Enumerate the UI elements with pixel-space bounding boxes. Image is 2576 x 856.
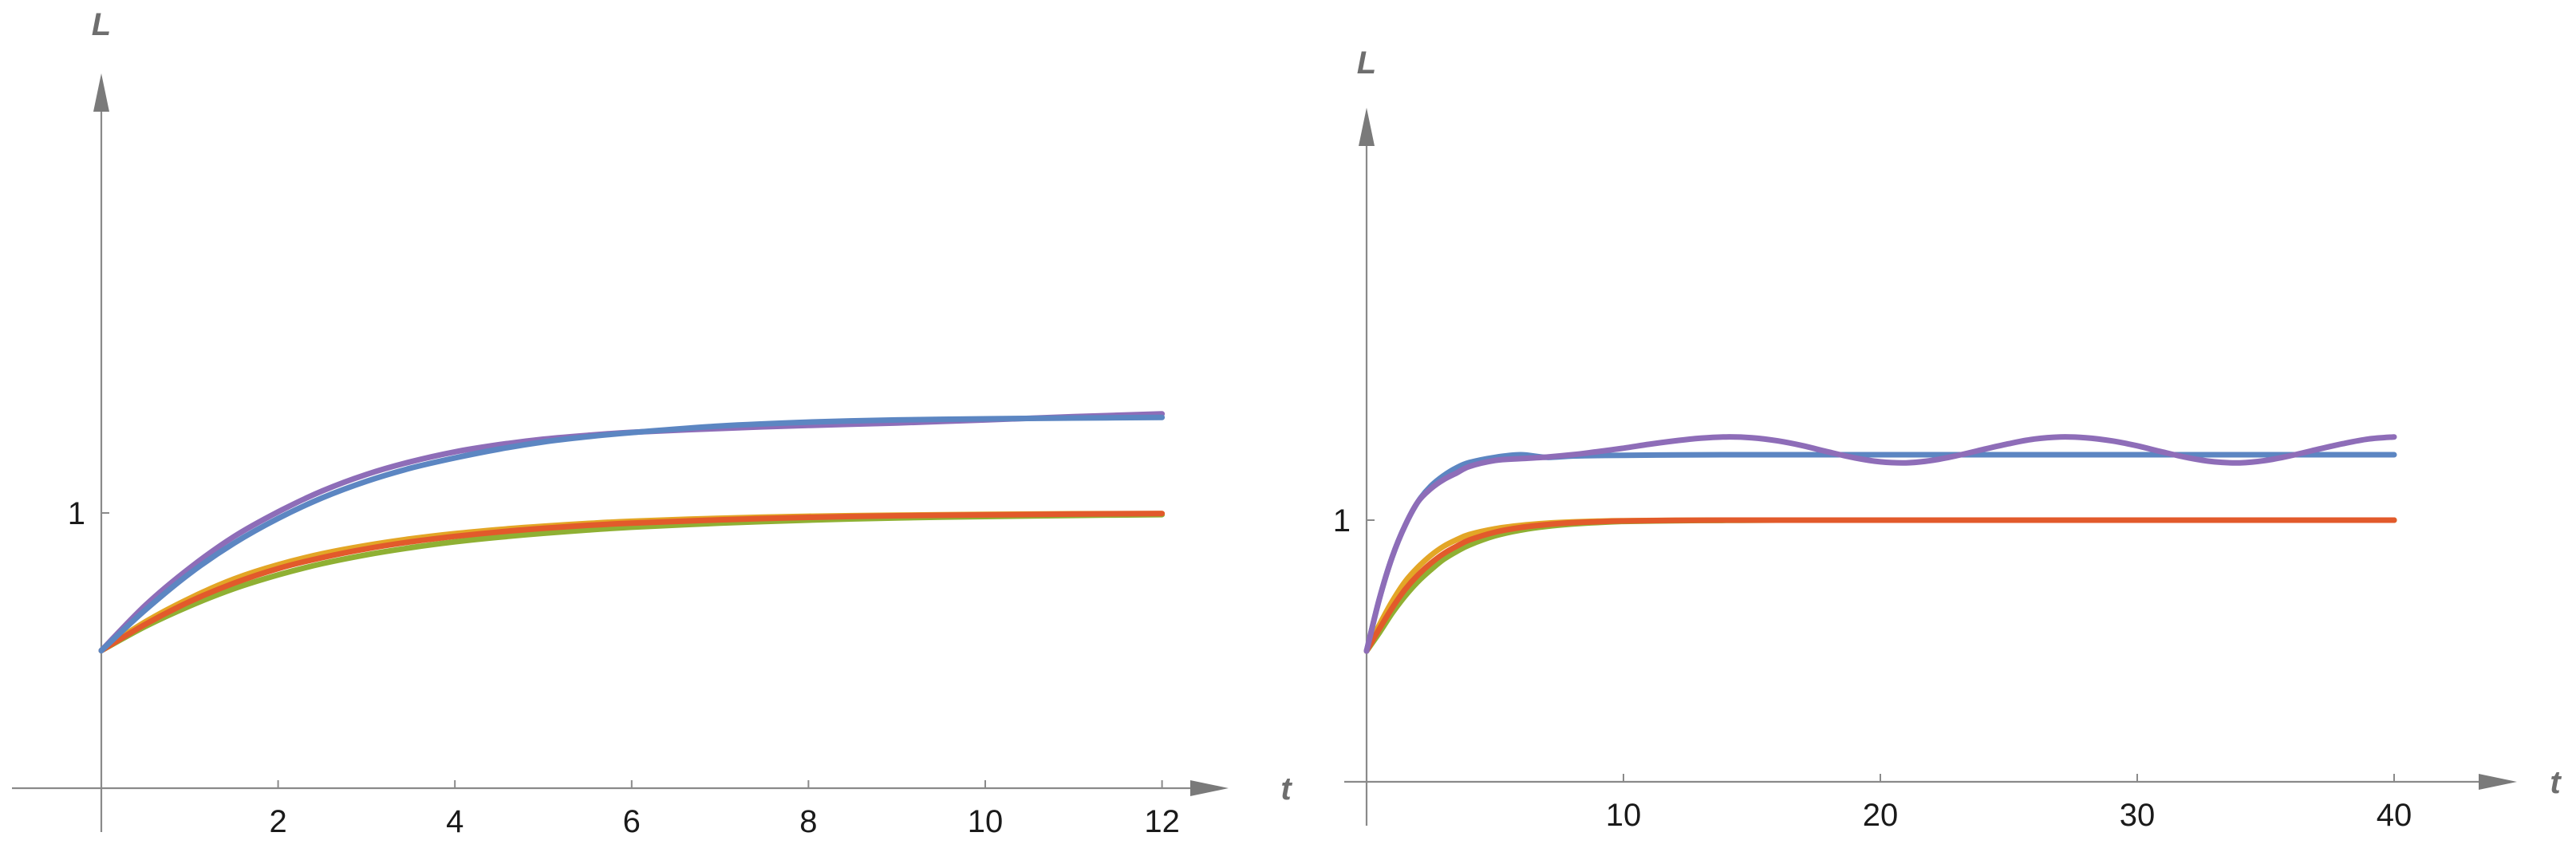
x-tick-label: 20 [1863, 798, 1899, 833]
series-line-5 [98, 414, 1166, 653]
series-line-3 [1363, 517, 2397, 654]
y-axis-arrow-icon [1359, 108, 1375, 146]
series-line-3 [98, 511, 1166, 653]
x-tick-label: 10 [1606, 798, 1642, 833]
y-axis-arrow-icon [93, 73, 109, 112]
x-tick-label: 2 [269, 804, 286, 839]
x-tick-label: 40 [2377, 798, 2412, 833]
x-tick-label: 4 [446, 804, 464, 839]
series-line-2 [1363, 517, 2397, 654]
y-tick-label: 1 [68, 496, 85, 531]
x-axis-title: t [1280, 771, 1292, 807]
series-line-5 [1363, 434, 2397, 654]
x-axis-arrow-icon [2479, 774, 2517, 790]
x-tick-label: 8 [799, 804, 817, 839]
x-tick-label: 12 [1144, 804, 1180, 839]
x-tick-label: 30 [2120, 798, 2156, 833]
series-line-2 [98, 511, 1166, 653]
y-tick-label: 1 [1333, 503, 1351, 538]
series-line-1 [1363, 517, 2397, 654]
series-line-4 [98, 411, 1166, 653]
series-line-4 [1363, 452, 2397, 654]
y-axis-title: L [1357, 45, 1376, 81]
chart-left: t L 2 4 6 8 10 12 1 [12, 7, 1292, 839]
x-tick-label: 6 [623, 804, 641, 839]
chart-right: t L 10 20 30 40 1 [1333, 45, 2562, 833]
x-axis-arrow-icon [1190, 780, 1229, 796]
x-tick-label: 10 [968, 804, 1004, 839]
y-axis-title: L [92, 7, 111, 42]
x-axis-title: t [2550, 765, 2562, 800]
